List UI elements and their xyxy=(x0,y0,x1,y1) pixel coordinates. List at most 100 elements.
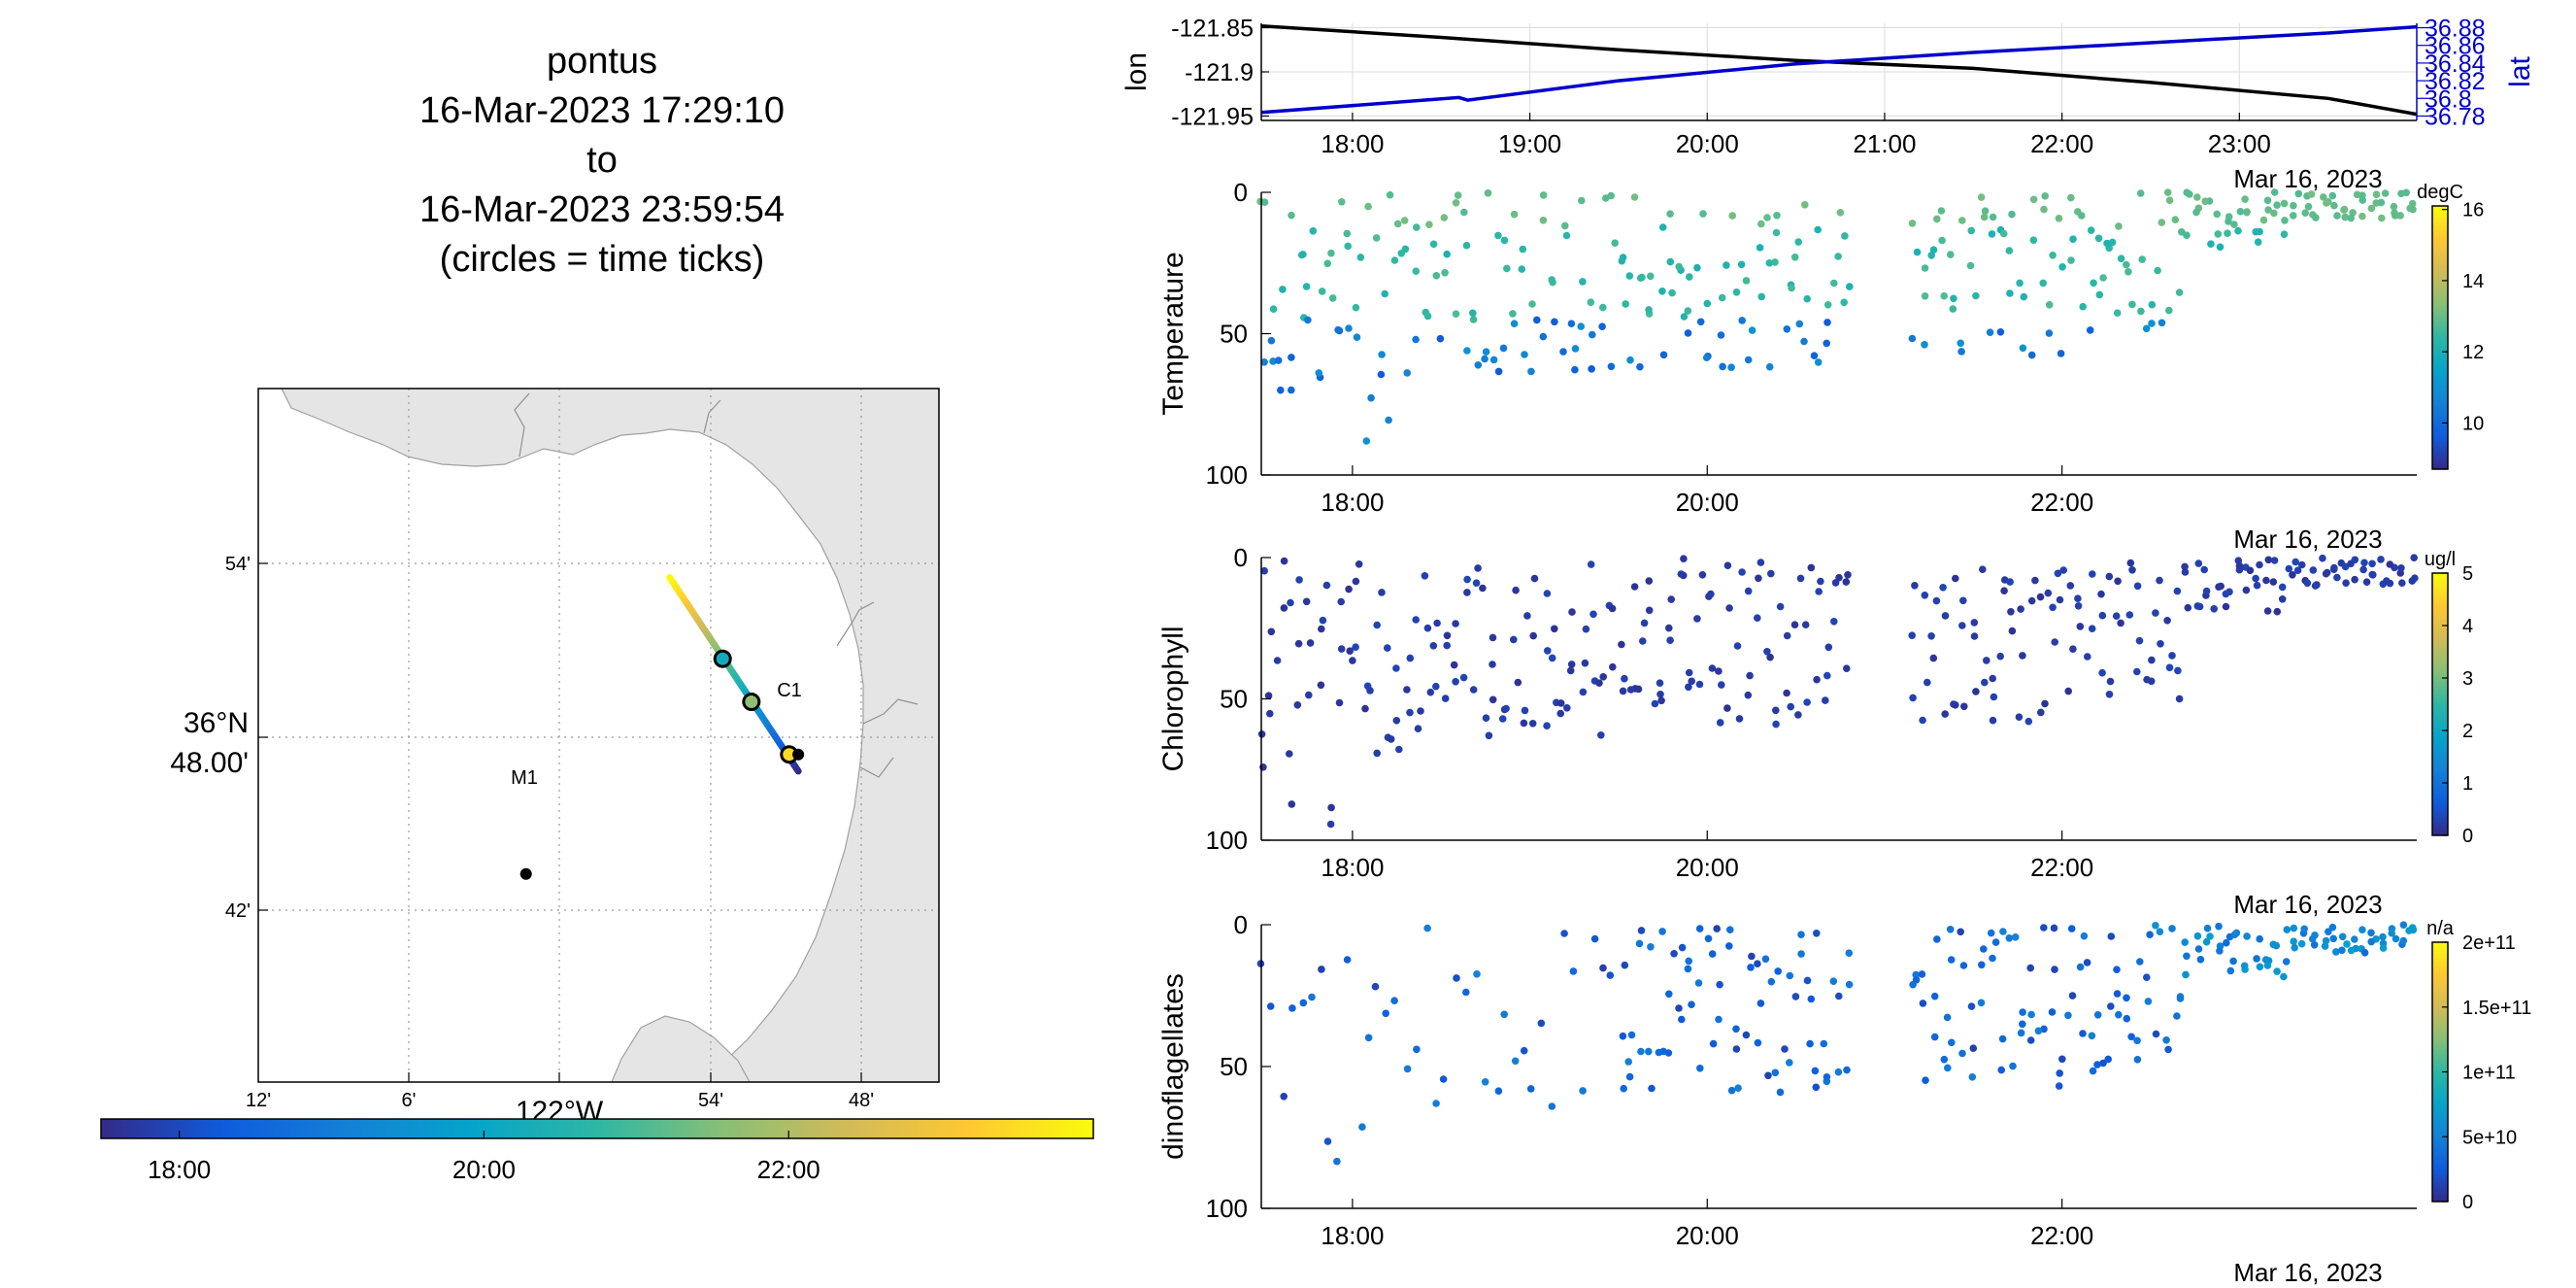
data-point-146 xyxy=(2026,964,2034,972)
data-point-72 xyxy=(1489,661,1496,668)
data-point-182 xyxy=(2146,931,2154,938)
data-point-161 xyxy=(1771,258,1779,266)
data-point-198 xyxy=(1958,622,1966,629)
data-point-19 xyxy=(1319,616,1327,625)
data-point-183 xyxy=(1908,631,1916,639)
data-point-168 xyxy=(1807,563,1816,572)
data-point-187 xyxy=(2168,925,2176,932)
data-point-156 xyxy=(1765,362,1774,371)
data-point-73 xyxy=(1494,367,1503,376)
data-point-159 xyxy=(1773,212,1781,220)
data-point-236 xyxy=(2322,936,2330,945)
data-point-167 xyxy=(2099,1059,2107,1068)
land-south xyxy=(611,1015,751,1082)
data-point-206 xyxy=(1983,657,1991,664)
data-point-324 xyxy=(2372,190,2381,198)
data-point-253 xyxy=(2135,636,2144,645)
data-point-26 xyxy=(1511,1057,1520,1066)
data-point-217 xyxy=(2015,713,2024,721)
data-point-106 xyxy=(1843,1066,1851,1074)
data-point-239 xyxy=(2088,625,2096,632)
data-point-17 xyxy=(1423,924,1431,932)
data-point-145 xyxy=(2027,1010,2035,1019)
data-point-13 xyxy=(1299,251,1307,258)
data-point-81 xyxy=(1523,612,1531,620)
data-point-190 xyxy=(2173,1012,2181,1020)
data-point-179 xyxy=(1836,209,1845,217)
data-point-34 xyxy=(1364,202,1372,211)
data-point-299 xyxy=(2280,230,2289,238)
data-point-258 xyxy=(2388,929,2395,937)
data-point-55 xyxy=(1675,1004,1683,1012)
data-point-291 xyxy=(2264,556,2273,564)
data-point-181 xyxy=(2143,973,2151,981)
data-point-180 xyxy=(1841,232,1849,240)
data-point-179 xyxy=(2133,1036,2141,1045)
data-point-199 xyxy=(1960,702,1968,711)
temperature-plot-area xyxy=(1261,192,2417,475)
data-point-156 xyxy=(1766,653,1774,661)
data-point-296 xyxy=(2270,188,2279,196)
data-point-193 xyxy=(2183,952,2191,961)
data-point-166 xyxy=(1796,574,1805,583)
data-point-90 xyxy=(1548,654,1556,662)
data-point-36 xyxy=(1373,749,1381,758)
data-point-92 xyxy=(1797,931,1805,938)
data-point-66 xyxy=(1472,579,1481,587)
data-point-63 xyxy=(1463,589,1471,596)
data-point-302 xyxy=(2290,212,2297,220)
chlorophyll-colorbar xyxy=(2431,572,2449,836)
data-point-335 xyxy=(2398,579,2406,587)
data-point-175 xyxy=(1822,696,1829,704)
data-point-136 xyxy=(1695,680,1704,689)
data-point-116 xyxy=(1626,686,1635,694)
data-point-16 xyxy=(1304,316,1312,324)
data-point-183 xyxy=(2144,998,2153,1005)
data-point-24 xyxy=(1494,1087,1503,1095)
data-point-228 xyxy=(2291,943,2298,952)
data-point-312 xyxy=(2333,573,2341,582)
data-point-326 xyxy=(2367,204,2376,213)
data-point-9 xyxy=(1343,956,1352,964)
data-point-103 xyxy=(1835,992,1843,1000)
data-point-246 xyxy=(2117,254,2125,263)
data-point-226 xyxy=(2045,301,2054,309)
data-point-178 xyxy=(1830,279,1838,288)
data-point-268 xyxy=(2184,603,2192,612)
data-point-39 xyxy=(1619,1032,1627,1040)
data-point-198 xyxy=(2194,945,2203,953)
data-point-220 xyxy=(2273,967,2281,975)
data-point-237 xyxy=(2086,326,2094,334)
data-point-69 xyxy=(1481,355,1489,363)
data-point-68 xyxy=(1469,686,1478,694)
data-point-212 xyxy=(1996,328,2005,336)
data-point-23 xyxy=(1327,249,1335,257)
data-point-34 xyxy=(1361,704,1369,713)
data-point-170 xyxy=(1800,337,1808,346)
data-point-197 xyxy=(2193,932,2202,940)
temperature-points xyxy=(1256,188,2417,445)
lonlat-xtick-label-3: 21:00 xyxy=(1853,129,1916,158)
data-point-208 xyxy=(1989,674,1996,683)
data-point-75 xyxy=(1498,715,1507,723)
data-point-273 xyxy=(2207,240,2215,248)
data-point-229 xyxy=(2057,350,2065,357)
data-point-244 xyxy=(2106,677,2115,686)
data-point-193 xyxy=(1939,584,1947,592)
data-point-335 xyxy=(2397,189,2405,198)
data-point-143 xyxy=(1718,293,1726,302)
data-point-141 xyxy=(1718,681,1725,689)
data-point-19 xyxy=(1439,1075,1448,1083)
data-point-230 xyxy=(2300,925,2308,933)
data-point-239 xyxy=(2090,279,2097,288)
data-point-46 xyxy=(1647,943,1655,951)
figure-title: pontus 16-Mar-2023 17:29:10 to 16-Mar-20… xyxy=(320,37,884,285)
data-point-170 xyxy=(1803,698,1811,706)
data-point-264 xyxy=(2175,288,2184,296)
data-point-102 xyxy=(1588,365,1595,373)
data-point-58 xyxy=(1443,641,1451,650)
data-point-50 xyxy=(1412,616,1420,624)
lat-tick-54: 54' xyxy=(225,554,251,575)
data-point-194 xyxy=(2182,970,2190,979)
data-point-174 xyxy=(1823,671,1831,680)
